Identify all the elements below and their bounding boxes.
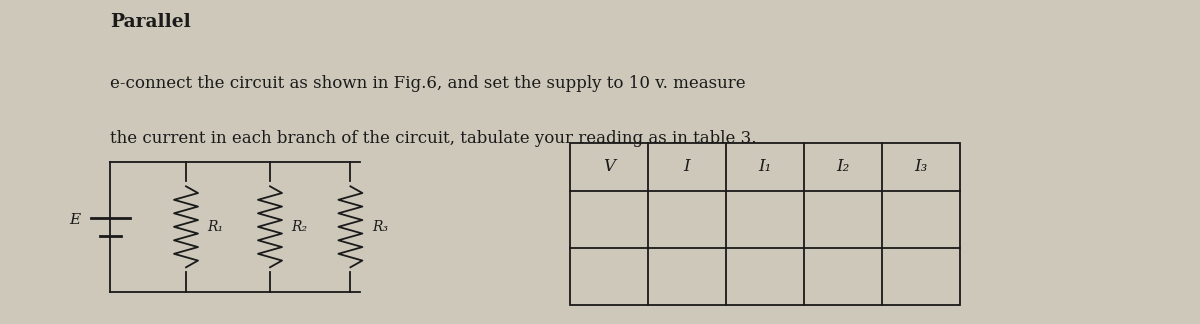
Text: I: I [684,158,690,175]
Text: E: E [70,213,80,227]
Text: V: V [602,158,614,175]
Text: I₂: I₂ [836,158,850,175]
Text: e-connect the circuit as shown in Fig.6, and set the supply to 10 v. measure: e-connect the circuit as shown in Fig.6,… [110,75,746,91]
Text: R₂: R₂ [292,220,307,234]
Text: I₁: I₁ [758,158,772,175]
Text: the current in each branch of the circuit, tabulate your reading as in table 3.: the current in each branch of the circui… [110,130,757,146]
Text: Parallel: Parallel [110,13,191,31]
Text: R₃: R₃ [372,220,388,234]
Text: R₁: R₁ [208,220,223,234]
Text: I₃: I₃ [914,158,928,175]
